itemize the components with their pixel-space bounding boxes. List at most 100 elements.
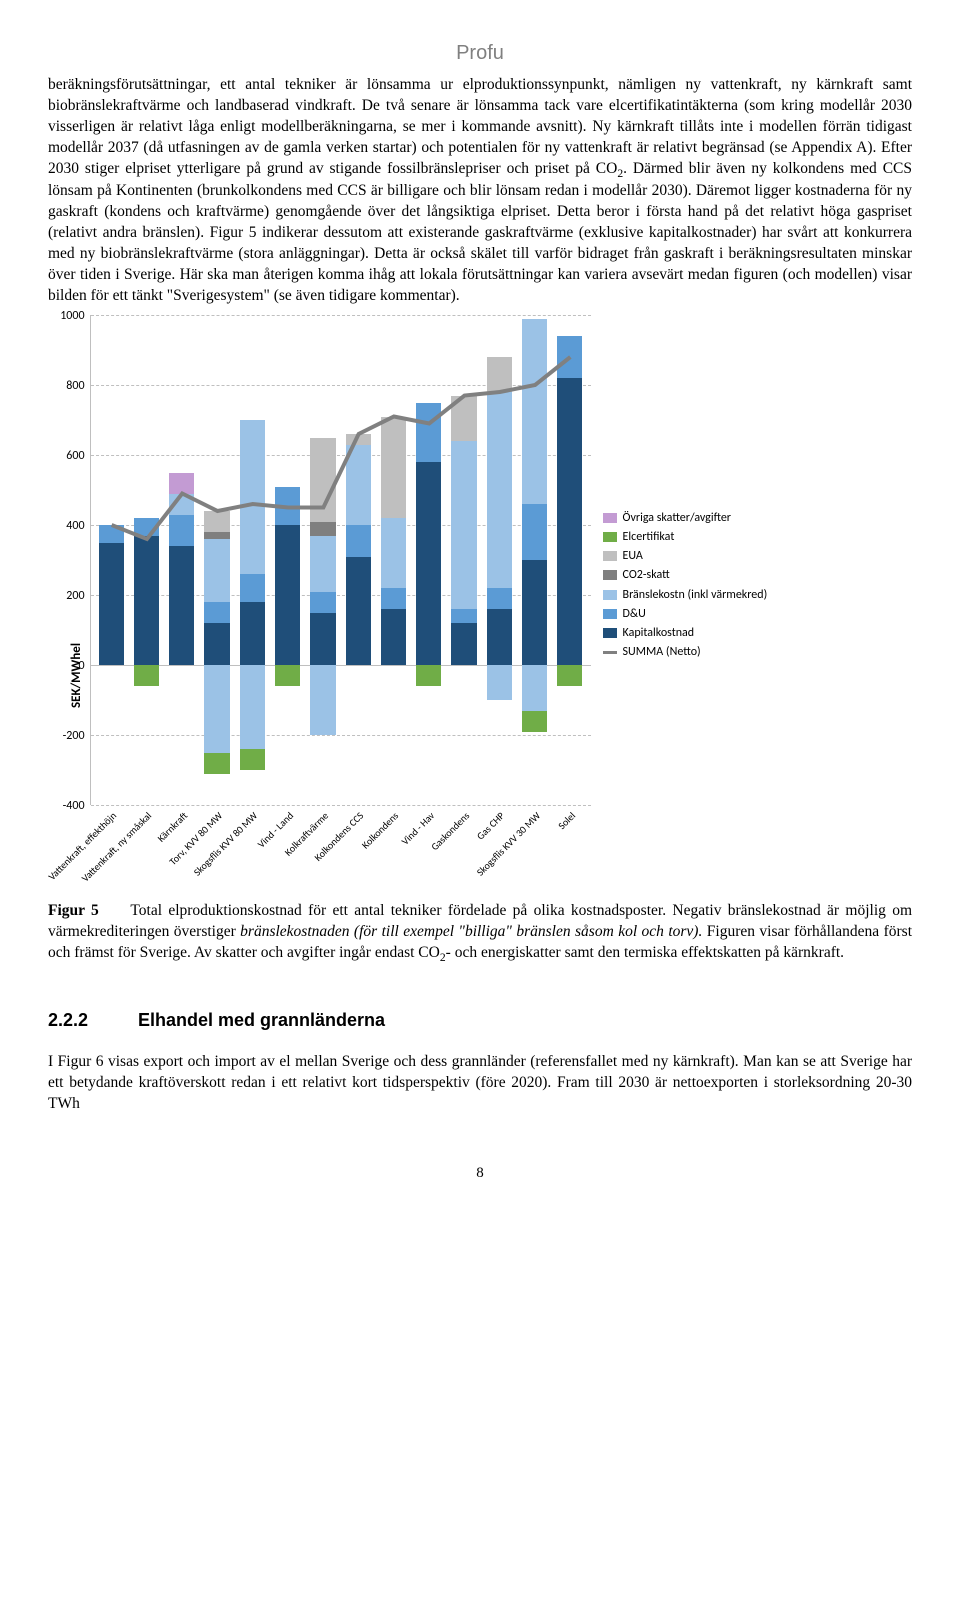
bar-segment [310,438,335,522]
bar-segment-negative [134,665,159,686]
bar-segment [204,602,229,623]
legend-swatch [603,590,617,600]
brand-header: Profu [48,40,912,67]
bar-segment [204,532,229,539]
legend-label: Bränslekostn (inkl värmekred) [623,587,768,603]
legend-item: Bränslekostn (inkl värmekred) [603,587,768,603]
caption-text-c: bränslekostnaden (för till exempel "bill… [240,923,702,940]
legend-label: Kapitalkostnad [623,625,695,641]
legend-swatch [603,513,617,523]
bar-segment [99,525,124,543]
bar-segment [240,420,265,574]
bar-slot [379,315,408,805]
bar-segment [522,504,547,560]
bar-slot [555,315,584,805]
caption-text-e: - och energiskatter samt den termiska ef… [446,944,844,961]
bar-segment-negative [310,665,335,735]
y-tick-label: 1000 [55,308,85,324]
bar-segment [451,623,476,665]
bar-segment-negative [275,665,300,686]
section-title: Elhandel med grannländerna [138,1010,385,1030]
bar-segment [487,609,512,665]
bar-segment [134,518,159,536]
bar-segment-negative [522,665,547,711]
bar-segment-negative [522,711,547,732]
caption-fig-num: Figur 5 [48,902,99,919]
y-tick-label: 200 [55,588,85,604]
legend-label: Elcertifikat [623,529,675,545]
bar-slot [132,315,161,805]
bar-segment-negative [240,665,265,749]
bar-segment [557,378,582,665]
legend-item: Kapitalkostnad [603,625,768,641]
bar-slot [202,315,231,805]
legend-item: Övriga skatter/avgifter [603,510,768,526]
bar-segment [204,623,229,665]
bar-segment [169,473,194,494]
chart-legend: Övriga skatter/avgifter Elcertifikat EUA CO… [603,507,768,704]
bar-segment-negative [416,665,441,686]
bar-segment-negative [204,665,229,753]
bar-slot [414,315,443,805]
legend-item: EUA [603,548,768,564]
bar-segment [522,560,547,665]
bar-segment [169,494,194,515]
legend-swatch [603,551,617,561]
bar-slot [97,315,126,805]
bar-segment-negative [487,665,512,700]
legend-label: SUMMA (Netto) [623,644,701,660]
legend-item: D&U [603,606,768,622]
section-heading: 2.2.2Elhandel med grannländerna [48,1008,912,1032]
bar-segment [169,515,194,547]
bar-segment [310,536,335,592]
bar-segment-negative [557,665,582,686]
bar-segment [451,609,476,623]
legend-item: SUMMA (Netto) [603,644,768,660]
bar-segment [275,525,300,665]
legend-swatch [603,651,617,654]
legend-label: EUA [623,548,643,564]
bar-slot [273,315,302,805]
bar-segment [487,588,512,609]
legend-label: CO2-skatt [623,567,670,583]
y-tick-label: 0 [55,658,85,674]
y-tick-label: 600 [55,448,85,464]
bar-segment [134,536,159,666]
bar-segment [381,609,406,665]
bar-slot [449,315,478,805]
legend-swatch [603,532,617,542]
bar-slot [238,315,267,805]
y-tick-label: 400 [55,518,85,534]
bar-segment [346,557,371,666]
y-tick-label: -400 [55,798,85,814]
bar-segment [381,417,406,519]
bar-slot [308,315,337,805]
bar-segment [169,546,194,665]
figure-5-chart: SEK/MWhel -400-20002004006008001000 Vatt… [68,315,912,895]
bar-segment [204,511,229,532]
legend-item: Elcertifikat [603,529,768,545]
bar-segment [557,336,582,378]
bar-segment [346,434,371,445]
figure-5-caption: Figur 5 Total elproduktionskostnad för e… [48,901,912,966]
bar-segment [99,543,124,666]
page-number: 8 [48,1163,912,1183]
bar-segment [381,588,406,609]
bar-segment [487,357,512,392]
legend-swatch [603,609,617,619]
bar-segment [240,602,265,665]
bars-container [91,315,591,805]
bar-slot [167,315,196,805]
legend-label: Övriga skatter/avgifter [623,510,731,526]
bar-slot [520,315,549,805]
legend-swatch [603,570,617,580]
bar-slot [485,315,514,805]
bar-segment [487,392,512,588]
bar-segment [240,574,265,602]
bar-segment [204,539,229,602]
y-tick-label: -200 [55,728,85,744]
bar-slot [344,315,373,805]
legend-label: D&U [623,606,646,622]
chart-plot-area: -400-20002004006008001000 [90,315,591,805]
bar-segment [416,462,441,665]
